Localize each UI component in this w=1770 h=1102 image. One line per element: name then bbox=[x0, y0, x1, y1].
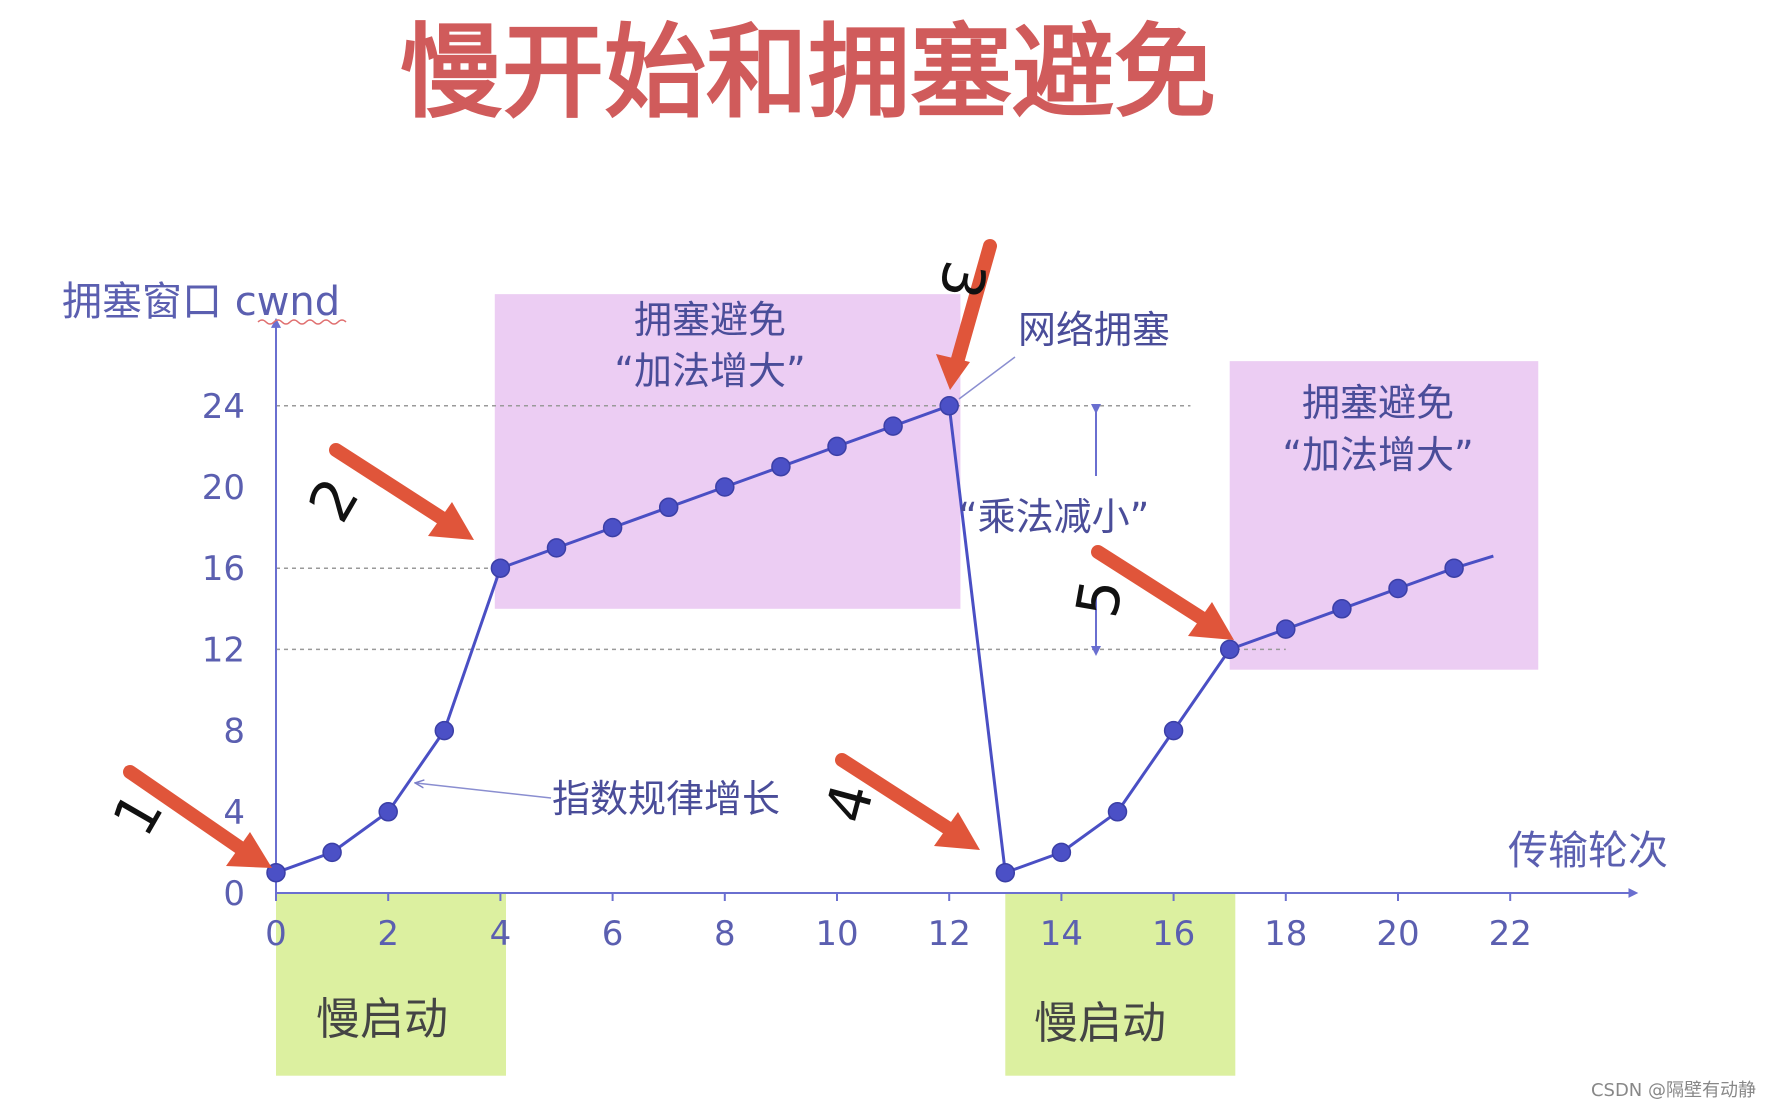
data-point-x10-y22 bbox=[827, 436, 847, 457]
x-tick-label-8: 8 bbox=[714, 914, 736, 954]
data-point-x15-y4 bbox=[1107, 802, 1128, 822]
multiplicative-decrease-label: “乘法减小” bbox=[958, 495, 1149, 539]
y-tick-label-0: 0 bbox=[223, 874, 245, 914]
data-point-x17-y12 bbox=[1219, 639, 1240, 660]
slow-start-region-2 bbox=[276, 893, 507, 1076]
data-point-x19-y14 bbox=[1332, 599, 1352, 619]
y-tick-label-16: 16 bbox=[202, 549, 245, 589]
y-tick-label-8: 8 bbox=[223, 712, 245, 752]
data-point-x4-y16 bbox=[490, 558, 511, 578]
reference-lines-layer bbox=[276, 405, 1286, 651]
x-tick-label-18: 18 bbox=[1264, 914, 1307, 954]
series-layer bbox=[266, 396, 1494, 883]
data-point-x9-y21 bbox=[771, 456, 791, 477]
slow-start-region-3 bbox=[1005, 893, 1236, 1076]
y-tick-label-12: 12 bbox=[202, 630, 245, 670]
x-tick-label-0: 0 bbox=[265, 914, 287, 954]
x-tick-label-16: 16 bbox=[1152, 914, 1195, 954]
data-point-x8-y20 bbox=[715, 477, 735, 497]
x-tick-label-20: 20 bbox=[1376, 914, 1419, 954]
step-arrow-3 bbox=[936, 239, 997, 390]
y-tick-label-20: 20 bbox=[202, 468, 245, 508]
ca-box-1-subtitle: “加法增大” bbox=[614, 349, 805, 393]
ca-box-2-title: 拥塞避免 bbox=[1302, 381, 1454, 425]
x-tick-label-6: 6 bbox=[602, 914, 624, 954]
data-point-x20-y15 bbox=[1388, 578, 1408, 599]
congestion-avoidance-region-0 bbox=[494, 294, 961, 609]
slow-start-label-1: 慢启动 bbox=[316, 994, 448, 1045]
congestion-avoidance-region-1 bbox=[1229, 361, 1539, 670]
ca-box-1-title: 拥塞避免 bbox=[634, 298, 786, 342]
ca-box-2-subtitle: “加法增大” bbox=[1282, 433, 1473, 477]
x-tick-label-14: 14 bbox=[1040, 914, 1083, 954]
data-point-x13-y1 bbox=[995, 862, 1016, 883]
x-tick-label-22: 22 bbox=[1489, 914, 1532, 954]
data-point-x12-y24 bbox=[939, 396, 959, 416]
y-axis-title: 拥塞窗口 cwnd bbox=[62, 279, 340, 325]
data-point-x21-y16 bbox=[1444, 558, 1464, 578]
step-arrow-5 bbox=[1091, 545, 1234, 640]
watermark: CSDN @隔壁有动静 bbox=[1591, 1080, 1756, 1101]
slow-start-label-2: 慢启动 bbox=[1034, 998, 1166, 1049]
step-arrow-1 bbox=[123, 765, 272, 868]
x-tick-label-12: 12 bbox=[928, 914, 971, 954]
step-label-5: 5 bbox=[1063, 574, 1136, 622]
data-point-x5-y17 bbox=[546, 538, 567, 558]
data-point-x16-y8 bbox=[1163, 720, 1184, 741]
data-point-x18-y13 bbox=[1276, 619, 1296, 639]
data-point-x14-y2 bbox=[1051, 842, 1072, 863]
data-point-x3-y8 bbox=[434, 720, 455, 741]
step-arrow-4 bbox=[835, 753, 980, 850]
x-tick-label-2: 2 bbox=[377, 914, 399, 954]
network-congestion-label: 网络拥塞 bbox=[1018, 308, 1170, 352]
data-point-x7-y19 bbox=[658, 497, 679, 518]
data-point-x6-y18 bbox=[602, 517, 623, 538]
x-tick-label-4: 4 bbox=[490, 914, 512, 954]
x-axis-title: 传输轮次 bbox=[1508, 828, 1668, 874]
data-point-x2-y4 bbox=[378, 802, 398, 822]
exponential-growth-leader bbox=[416, 783, 552, 799]
network-congestion-leader bbox=[958, 356, 1016, 400]
step-label-2: 2 bbox=[295, 467, 372, 533]
data-point-x0-y1 bbox=[266, 862, 286, 883]
exponential-growth-label: 指数规律增长 bbox=[552, 777, 780, 821]
data-point-x11-y23 bbox=[883, 416, 903, 436]
y-tick-label-4: 4 bbox=[223, 793, 245, 833]
x-tick-label-10: 10 bbox=[815, 914, 858, 954]
step-arrow-2 bbox=[329, 443, 474, 540]
y-tick-label-24: 24 bbox=[202, 387, 245, 427]
spellcheck-underline bbox=[257, 319, 347, 325]
chart-title: 慢开始和拥塞避免 bbox=[400, 14, 1216, 133]
regions-layer bbox=[276, 294, 1539, 1076]
data-point-x1-y2 bbox=[322, 842, 342, 863]
